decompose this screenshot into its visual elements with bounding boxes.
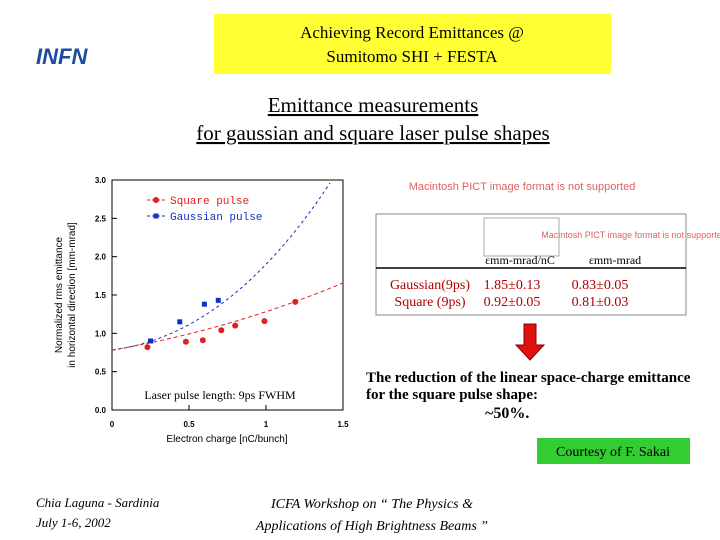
table-cell: 0.92±0.05 — [484, 295, 541, 310]
image-box — [483, 217, 560, 257]
y-axis-label: Normalized rms emittance — [54, 236, 65, 353]
title: Emittance measurements — [268, 93, 479, 117]
data-point — [292, 298, 299, 305]
chart: Laser pulse length: 9ps FWHM Electron ch… — [54, 176, 349, 445]
y-tick-label: 2.5 — [95, 214, 107, 223]
data-point — [199, 337, 206, 344]
data-point — [201, 301, 207, 307]
footer-center: ICFA Workshop on “ The Physics & — [270, 497, 473, 512]
annotation: Laser pulse length: 9ps FWHM — [144, 388, 296, 402]
table-cell: 0.81±0.03 — [572, 295, 629, 310]
table-frame — [375, 213, 687, 316]
conclusion: for the square pulse shape: — [366, 387, 538, 403]
y-tick-label: 0.0 — [95, 406, 107, 415]
y-tick-label: 3.0 — [95, 176, 107, 185]
table-cell: Gaussian(9ps) — [390, 278, 470, 293]
pict-placeholder: Macintosh PICT image format is not suppo… — [409, 181, 636, 193]
data-point — [144, 344, 151, 351]
annotation-box — [125, 385, 315, 405]
footer-left: July 1-6, 2002 — [36, 515, 111, 530]
fit-curve — [111, 282, 344, 351]
y-axis-label: in horizontal direction [mm-mrad] — [67, 222, 78, 368]
data-point — [261, 318, 268, 325]
data-point — [148, 338, 153, 344]
data-point — [232, 322, 239, 329]
data-point — [177, 319, 183, 325]
x-tick-label: 0 — [110, 420, 115, 429]
header-box — [214, 14, 611, 74]
data-point — [218, 327, 225, 334]
pict-placeholder: Macintosh PICT image format is not suppo… — [541, 230, 720, 240]
x-axis-label: Electron charge [nC/bunch] — [166, 434, 287, 445]
footer-left: Chia Laguna - Sardinia — [36, 495, 160, 510]
legend-label: Gaussian pulse — [170, 212, 262, 224]
legend-label: Square pulse — [170, 196, 249, 208]
y-tick-label: 1.5 — [95, 291, 107, 300]
plot-frame — [111, 179, 344, 411]
y-tick-label: 2.0 — [95, 253, 107, 262]
legend-marker — [153, 213, 159, 219]
logo: INFN — [36, 44, 88, 69]
data-point — [215, 297, 221, 303]
y-tick-label: 1.0 — [95, 329, 107, 338]
conclusion: The reduction of the linear space-charge… — [366, 370, 691, 386]
title: for gaussian and square laser pulse shap… — [196, 121, 549, 145]
x-tick-label: 1 — [264, 420, 269, 429]
header-title: Achieving Record Emittances @ — [300, 23, 524, 42]
table-header: εmm-mrad — [589, 253, 641, 267]
courtesy: Courtesy of F. Sakai — [556, 445, 670, 460]
data-point — [182, 338, 189, 345]
footer-center: Applications of High Brightness Beams ” — [255, 519, 488, 534]
table-cell: 1.85±0.13 — [484, 278, 541, 293]
table-cell: Square (9ps) — [394, 295, 465, 310]
x-tick-label: 0.5 — [183, 420, 195, 429]
conclusion: ~50%. — [485, 405, 529, 422]
legend-marker — [153, 197, 159, 203]
fit-curve — [111, 182, 331, 351]
courtesy-box — [537, 438, 690, 464]
x-tick-label: 1.5 — [337, 420, 349, 429]
table-cell: 0.83±0.05 — [572, 278, 629, 293]
header-title: Sumitomo SHI + FESTA — [326, 47, 498, 66]
y-tick-label: 0.5 — [95, 368, 107, 377]
arrow — [514, 323, 546, 361]
table-header: εmm-mrad/nC — [485, 253, 555, 267]
